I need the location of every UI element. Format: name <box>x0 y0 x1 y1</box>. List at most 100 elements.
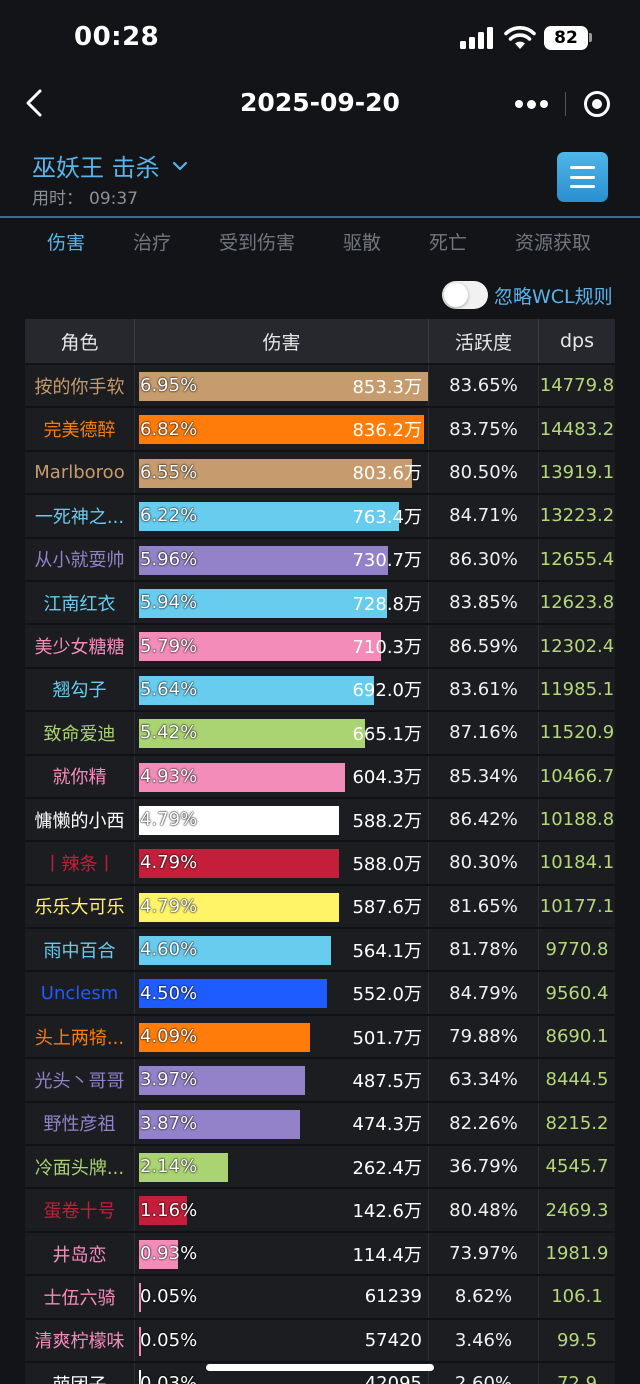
table-row[interactable]: 井岛恋 0.93% 114.4万 73.97% 1981.9 <box>25 1230 615 1275</box>
player-name: 美少女糖糖 <box>34 637 125 659</box>
ignore-wcl-label[interactable]: 忽略WCL规则 <box>494 285 613 308</box>
header-name[interactable]: 角色 <box>25 319 135 363</box>
player-name-cell: 丨辣条丨 <box>25 842 135 884</box>
dps-value: 13223.2 <box>539 505 615 527</box>
damage-cell: 1.16% 142.6万 <box>135 1189 429 1231</box>
player-name-cell: 就你精 <box>25 755 135 797</box>
table-row[interactable]: 完美德醉 6.82% 836.2万 83.75% 14483.2 <box>25 406 615 450</box>
table-row[interactable]: Unclesm 4.50% 552.0万 84.79% 9560.4 <box>25 970 615 1014</box>
table-row[interactable]: 雨中百合 4.60% 564.1万 81.78% 9770.8 <box>25 927 615 971</box>
dps-value: 106.1 <box>551 1286 603 1308</box>
tab-damage-taken[interactable]: 受到伤害 <box>219 232 296 254</box>
damage-cell: 4.50% 552.0万 <box>135 972 429 1014</box>
status-time: 00:28 <box>74 22 160 52</box>
damage-amount: 57420 <box>364 1329 422 1351</box>
more-dots-icon[interactable] <box>515 97 549 111</box>
header-activity[interactable]: 活跃度 <box>429 319 539 363</box>
header-damage[interactable]: 伤害 <box>135 319 429 363</box>
dps-value: 10184.1 <box>539 852 615 874</box>
table-row[interactable]: Marlboroo 6.55% 803.6万 80.50% 13919.1 <box>25 449 615 494</box>
damage-percent: 4.79% <box>140 809 198 831</box>
damage-amount: 604.3万 <box>352 767 422 789</box>
activity-value: 80.30% <box>449 852 518 874</box>
damage-cell: 0.05% 61239 <box>135 1276 429 1318</box>
dps-cell: 72.9 <box>539 1363 615 1384</box>
table-row[interactable]: 光头丶哥哥 3.97% 487.5万 63.34% 8444.5 <box>25 1057 615 1101</box>
target-icon[interactable] <box>584 91 610 117</box>
table-row[interactable]: 按的你手软 6.95% 853.3万 83.65% 14779.8 <box>25 363 615 407</box>
table-row[interactable]: 蛋卷十号 1.16% 142.6万 80.48% 2469.3 <box>25 1187 615 1231</box>
damage-amount: 588.0万 <box>352 853 422 875</box>
dps-cell: 4545.7 <box>539 1146 615 1187</box>
dps-value: 2469.3 <box>545 1199 609 1221</box>
activity-value: 86.30% <box>449 548 518 570</box>
damage-percent: 1.16% <box>140 1199 198 1221</box>
table-row[interactable]: 就你精 4.93% 604.3万 85.34% 10466.7 <box>25 753 615 797</box>
table-row[interactable]: 美少女糖糖 5.79% 710.3万 86.59% 12302.4 <box>25 623 615 667</box>
table-row[interactable]: 致命爱迪 5.42% 665.1万 87.16% 11520.9 <box>25 710 615 754</box>
table-row[interactable]: 冷面头牌... 2.14% 262.4万 36.79% 4545.7 <box>25 1144 615 1188</box>
damage-amount: 763.4万 <box>352 506 422 528</box>
damage-bar <box>139 545 388 575</box>
tab-damage[interactable]: 伤害 <box>47 232 86 254</box>
damage-amount: 114.4万 <box>352 1244 422 1266</box>
tab-resources[interactable]: 资源获取 <box>515 232 592 254</box>
player-name: 萌团子 <box>28 1371 132 1384</box>
damage-percent: 4.60% <box>140 939 198 961</box>
table-row[interactable]: 一死神之... 6.22% 763.4万 84.71% 13223.2 <box>25 493 615 537</box>
player-name-cell: 士伍六骑 <box>25 1276 135 1318</box>
damage-amount: 853.3万 <box>352 376 422 398</box>
player-name-cell: 慵懒的小西 <box>25 798 135 841</box>
table-row[interactable]: 江南红衣 5.94% 728.8万 83.85% 12623.8 <box>25 579 615 624</box>
damage-percent: 4.50% <box>140 982 198 1004</box>
damage-bar <box>139 1239 178 1269</box>
player-name: 江南红衣 <box>43 593 116 615</box>
boss-title: 巫妖王 击杀 <box>32 154 160 182</box>
damage-percent: 6.95% <box>140 375 198 397</box>
damage-cell: 4.79% 587.6万 <box>135 885 429 928</box>
dps-value: 10188.8 <box>539 809 615 831</box>
menu-button[interactable] <box>557 152 608 202</box>
table-row[interactable]: 清爽柠檬味 0.05% 57420 3.46% 99.5 <box>25 1317 615 1361</box>
table-row[interactable]: 野性彦祖 3.87% 474.3万 82.26% 8215.2 <box>25 1100 615 1145</box>
battery-tip <box>589 33 592 42</box>
boss-selector[interactable]: 巫妖王 击杀 <box>32 148 188 183</box>
table-row[interactable]: 从小就耍帅 5.96% 730.7万 86.30% 12655.4 <box>25 536 615 580</box>
activity-value: 85.34% <box>449 765 518 787</box>
damage-percent: 5.64% <box>140 678 198 700</box>
tab-deaths[interactable]: 死亡 <box>429 232 468 254</box>
stat-tabs: 伤害 治疗 受到伤害 驱散 死亡 资源获取 <box>0 226 640 260</box>
table-row[interactable]: 乐乐大可乐 4.79% 587.6万 81.65% 10177.1 <box>25 883 615 928</box>
table-row[interactable]: 士伍六骑 0.05% 61239 8.62% 106.1 <box>25 1274 615 1318</box>
activity-value: 36.79% <box>449 1156 518 1178</box>
player-name-cell: 江南红衣 <box>25 581 135 624</box>
table-row[interactable]: 翘勾子 5.64% 692.0万 83.61% 11985.1 <box>25 666 615 711</box>
table-row[interactable]: 慵懒的小西 4.79% 588.2万 86.42% 10188.8 <box>25 796 615 841</box>
damage-cell: 6.82% 836.2万 <box>135 408 429 450</box>
battery-level: 82 <box>554 28 578 48</box>
wifi-icon <box>504 26 536 49</box>
damage-amount: 836.2万 <box>352 420 422 442</box>
damage-bar <box>139 1109 301 1139</box>
table-row[interactable]: 丨辣条丨 4.79% 588.0万 80.30% 10184.1 <box>25 840 615 884</box>
dps-cell: 2469.3 <box>539 1189 615 1230</box>
damage-bar <box>139 849 339 879</box>
player-name-cell: 按的你手软 <box>25 365 135 407</box>
activity-cell: 2.60% <box>429 1362 539 1384</box>
activity-cell: 80.50% <box>429 451 539 494</box>
damage-cell: 3.97% 487.5万 <box>135 1059 429 1101</box>
table-row[interactable]: 萌团子 0.03% 42095 2.60% 72.9 <box>25 1360 615 1384</box>
header-dps[interactable]: dps <box>559 330 595 352</box>
damage-amount: 564.1万 <box>352 940 422 962</box>
tab-dispels[interactable]: 驱散 <box>343 232 382 254</box>
activity-value: 86.59% <box>449 635 518 657</box>
ignore-wcl-toggle[interactable] <box>442 281 488 309</box>
dps-value: 8690.1 <box>545 1026 609 1048</box>
chevron-left-icon[interactable] <box>22 88 48 118</box>
dps-cell: 106.1 <box>539 1276 615 1317</box>
table-header: 角色 伤害 活跃度 dps <box>25 319 615 363</box>
tab-healing[interactable]: 治疗 <box>133 232 172 254</box>
damage-bar <box>139 805 339 835</box>
table-row[interactable]: 头上两犄... 4.09% 501.7万 79.88% 8690.1 <box>25 1013 615 1058</box>
player-name-cell: 野性彦祖 <box>25 1102 135 1145</box>
